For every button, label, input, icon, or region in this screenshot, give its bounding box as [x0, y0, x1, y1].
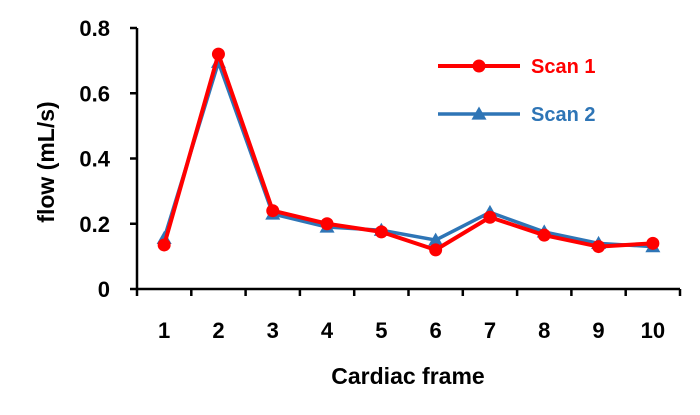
data-point [646, 236, 660, 250]
x-tick-label: 1 [158, 318, 170, 343]
legend-triangle-marker [471, 106, 487, 120]
data-point [429, 243, 443, 257]
x-axis-title: Cardiac frame [331, 363, 484, 389]
y-tick-label: 0.4 [79, 147, 110, 172]
legend-entry-1: Scan 1 [438, 56, 595, 78]
x-tick-label: 10 [641, 318, 665, 343]
series-line [162, 52, 653, 252]
series-1 [157, 47, 660, 257]
data-point [211, 47, 225, 61]
y-tick-label: 0 [98, 277, 110, 302]
data-point [483, 210, 497, 224]
x-tick-label: 4 [321, 318, 334, 343]
y-tick-label: 0.8 [79, 16, 110, 41]
series-layer [156, 47, 661, 257]
y-tick-label: 0.6 [79, 81, 110, 106]
x-tick-label: 9 [592, 318, 604, 343]
y-axis-title: flow (mL/s) [33, 101, 59, 222]
data-point [428, 232, 444, 246]
axes [130, 26, 682, 296]
x-tick-label: 8 [538, 318, 550, 343]
legend: Scan 1 Scan 2 [438, 56, 595, 126]
tick-labels: 0 0.2 0.4 0.6 0.8 1 2 3 4 5 6 7 8 9 10 [79, 16, 665, 343]
x-tick-label: 5 [375, 318, 387, 343]
x-tick-label: 7 [484, 318, 496, 343]
legend-label: Scan 2 [531, 104, 595, 126]
legend-entry-2: Scan 2 [438, 104, 595, 126]
x-tick-label: 3 [267, 318, 279, 343]
data-point [266, 204, 280, 218]
legend-label: Scan 1 [531, 56, 595, 78]
x-tick-label: 2 [212, 318, 224, 343]
y-tick-label: 0.2 [79, 212, 110, 237]
data-point [592, 240, 606, 254]
data-point [157, 238, 171, 252]
data-point [320, 217, 334, 231]
data-point [374, 225, 388, 239]
series-2 [156, 54, 661, 253]
x-tick-label: 6 [430, 318, 442, 343]
series-line [162, 60, 653, 249]
data-point [537, 228, 551, 242]
legend-circle-marker [472, 59, 486, 73]
